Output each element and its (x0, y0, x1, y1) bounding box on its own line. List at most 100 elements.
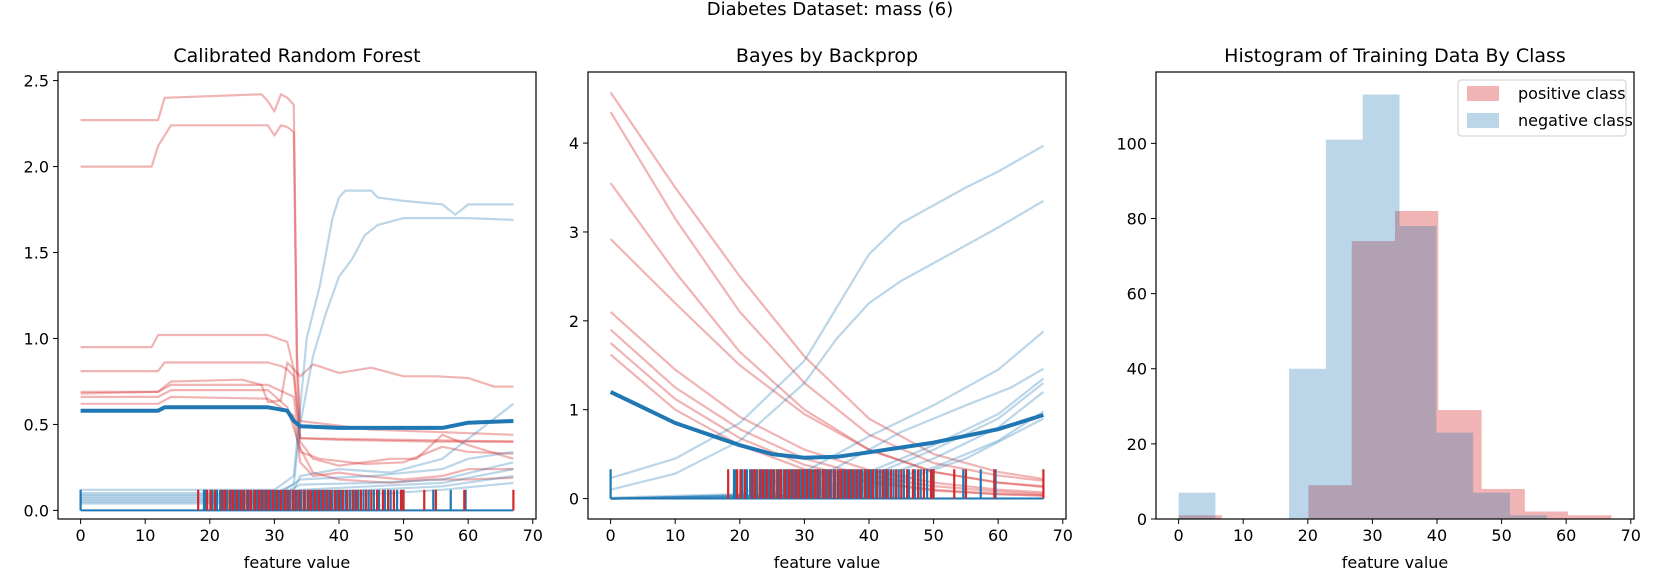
positive-curve (609, 182, 1044, 488)
y-tick-label: 80 (1127, 209, 1147, 228)
axes-frame (1155, 71, 1635, 520)
legend-swatch-negative (1467, 113, 1499, 128)
y-tick-label: 4 (569, 134, 579, 153)
y-tick-label: 0.0 (24, 501, 49, 520)
positive-bar (1351, 241, 1395, 519)
x-tick-label: 30 (264, 526, 284, 545)
positive-curve (609, 311, 1044, 494)
x-tick-label: 60 (988, 526, 1008, 545)
positive-curve (80, 361, 514, 443)
positive-curve (609, 91, 1044, 481)
x-axis-label: feature value (1342, 553, 1449, 572)
x-tick-label: 60 (458, 526, 478, 545)
panel-histogram: Histogram of Training Data By Class feat… (1116, 45, 1640, 572)
x-tick-label: 40 (329, 526, 349, 545)
y-tick-label: 1.0 (24, 329, 49, 348)
panel-title: Bayes by Backprop (736, 45, 918, 67)
y-tick-label: 2.5 (24, 72, 49, 91)
y-tick-label: 0 (1137, 510, 1147, 529)
negative-bar (1509, 515, 1547, 519)
legend: positive class negative class (1457, 79, 1633, 137)
negative-curve (80, 217, 514, 495)
positive-bar (1395, 210, 1439, 519)
y-tick-label: 0.5 (24, 415, 49, 434)
negative-bar (1178, 492, 1216, 519)
x-tick-label: 50 (393, 526, 413, 545)
y-tick-label: 1 (569, 401, 579, 420)
x-tick-label: 50 (923, 526, 943, 545)
positive-curve (609, 238, 1044, 489)
positive-bar (1524, 511, 1569, 519)
negative-curve (80, 189, 514, 491)
axes-frame (587, 71, 1067, 520)
x-tick-label: 10 (665, 526, 685, 545)
x-tick-label: 10 (135, 526, 155, 545)
x-axis-label: feature value (774, 553, 881, 572)
positive-curve (80, 389, 514, 484)
x-tick-label: 20 (200, 526, 220, 545)
x-tick-label: 30 (1362, 526, 1382, 545)
plot-area (79, 93, 515, 512)
y-tick-label: 3 (569, 223, 579, 242)
positive-curve (80, 333, 514, 388)
x-tick-label: 40 (859, 526, 879, 545)
positive-curve (609, 328, 1044, 496)
x-tick-label: 40 (1427, 526, 1447, 545)
positive-curve (80, 383, 514, 466)
legend-label-negative: negative class (1518, 111, 1633, 130)
plot-area (609, 91, 1045, 500)
x-tick-label: 60 (1556, 526, 1576, 545)
positive-bar (1568, 515, 1612, 519)
x-tick-label: 0 (76, 526, 86, 545)
y-tick-label: 2.0 (24, 158, 49, 177)
positive-curve (609, 111, 1044, 482)
positive-curve (80, 93, 514, 436)
positive-curve (609, 353, 1044, 497)
positive-bar (1438, 410, 1482, 519)
panel-calibrated-random-forest: Calibrated Random Forest feature value 0… (24, 45, 543, 572)
negative-bar (1436, 432, 1474, 519)
x-tick-label: 0 (606, 526, 616, 545)
panel-bayes-by-backprop: Bayes by Backprop feature value 0 10 20 30 4… (569, 45, 1073, 572)
axes-frame (57, 71, 537, 520)
positive-bar (1178, 515, 1222, 519)
x-tick-label: 70 (1621, 526, 1641, 545)
negative-bar (1289, 368, 1326, 519)
negative-bar (1362, 94, 1400, 520)
legend-frame (1457, 79, 1627, 137)
x-axis-label: feature value (244, 553, 351, 572)
mean-curve (609, 390, 1044, 460)
y-tick-label: 2 (569, 312, 579, 331)
x-tick-label: 70 (1053, 526, 1073, 545)
negative-bar (1325, 139, 1363, 519)
y-tick-label: 20 (1127, 435, 1147, 454)
x-tick-label: 30 (794, 526, 814, 545)
y-tick-label: 40 (1127, 360, 1147, 379)
positive-bar (1481, 488, 1525, 519)
positive-curve (80, 124, 514, 443)
figure-suptitle: Diabetes Dataset: mass (6) (707, 0, 953, 20)
positive-curve (609, 342, 1044, 497)
y-tick-label: 60 (1127, 285, 1147, 304)
y-tick-label: 100 (1116, 134, 1147, 153)
legend-swatch-positive (1467, 86, 1499, 101)
negative-bar (1473, 492, 1510, 519)
negative-curve (610, 199, 1044, 491)
y-tick-label: 1.5 (24, 244, 49, 263)
mean-curve (80, 405, 514, 430)
x-tick-label: 20 (730, 526, 750, 545)
x-tick-label: 70 (523, 526, 543, 545)
x-tick-label: 10 (1233, 526, 1253, 545)
positive-curve (80, 361, 514, 467)
panel-title: Calibrated Random Forest (173, 45, 420, 67)
x-tick-label: 50 (1491, 526, 1511, 545)
y-tick-label: 0 (569, 490, 579, 509)
negative-curve (610, 144, 1044, 480)
plot-area (1178, 94, 1612, 520)
negative-bar (1399, 226, 1437, 519)
panel-title: Histogram of Training Data By Class (1224, 45, 1566, 67)
x-tick-label: 20 (1298, 526, 1318, 545)
legend-label-positive: positive class (1518, 84, 1626, 103)
positive-bar (1308, 485, 1352, 519)
